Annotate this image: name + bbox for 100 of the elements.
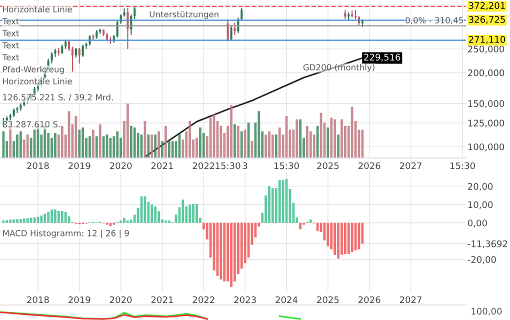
bar	[340, 119, 343, 158]
x-tick-label: 2024	[276, 296, 298, 304]
bar	[274, 134, 278, 158]
bar	[95, 136, 98, 158]
bar	[57, 210, 60, 223]
bar	[161, 141, 164, 158]
bar	[16, 134, 18, 158]
bar	[230, 105, 232, 158]
ref-line-label: 326,725	[469, 16, 505, 24]
bar	[40, 216, 43, 223]
annotation: Text	[2, 18, 19, 24]
bar	[182, 200, 184, 223]
annotation: Unterstützungen	[150, 10, 218, 20]
bar	[20, 218, 22, 223]
annotation: Horizontale Linie	[3, 78, 72, 84]
bar	[154, 134, 157, 158]
bar	[240, 131, 243, 158]
y-tick-label: -11,3692	[468, 240, 508, 248]
bar	[268, 186, 270, 223]
bar	[54, 210, 56, 223]
bar	[2, 220, 5, 223]
x-tick-label: 2022	[192, 162, 214, 170]
bar	[150, 134, 154, 158]
bar	[192, 204, 195, 223]
bar	[164, 220, 167, 223]
bar	[26, 134, 29, 158]
x-tick-label: 2018	[27, 296, 49, 304]
bar	[271, 188, 274, 223]
bar	[133, 127, 136, 158]
bar	[344, 222, 346, 254]
x-tick-label: 2020	[110, 162, 132, 170]
bar	[309, 220, 312, 223]
bar	[92, 130, 94, 158]
x-tick-label: 2027	[400, 296, 422, 304]
x-tick-label: 2027	[400, 162, 422, 170]
bar	[30, 218, 32, 223]
bar	[199, 127, 202, 158]
x-tick-label: 2022	[192, 296, 214, 304]
bar	[2, 131, 5, 158]
x-tick-label: 15:30	[450, 162, 475, 170]
annotation: Text	[2, 30, 19, 36]
bar	[234, 124, 236, 158]
bar	[334, 222, 336, 255]
x-tick-label: 2026	[358, 162, 380, 170]
bar	[12, 219, 16, 223]
bar	[258, 111, 260, 158]
bar	[102, 136, 105, 158]
bar	[44, 126, 46, 158]
data-label: 229,516	[364, 54, 400, 62]
bar	[236, 126, 240, 158]
bar	[168, 141, 170, 158]
annotation: MACD Histogramm: 12 | 26 | 9	[3, 230, 129, 238]
annotation: 126.575.221 S. / 39,2 Mrd.	[3, 94, 113, 102]
bar	[20, 131, 22, 158]
bar	[82, 127, 84, 158]
bar	[196, 204, 198, 223]
x-tick-label: 2021	[151, 162, 173, 170]
x-tick-label: 3	[242, 162, 248, 170]
annotation: GD200 (monthly)	[303, 64, 374, 72]
y-tick-label: -20,00	[468, 256, 496, 264]
bar	[98, 124, 102, 158]
ref-line-label: 271,110	[468, 36, 506, 44]
bar	[223, 222, 226, 282]
bar	[220, 222, 222, 280]
ref-line-label: 372,201	[469, 2, 505, 10]
bar	[171, 141, 174, 158]
bar	[88, 136, 91, 158]
y-tick-label: 125,000	[468, 120, 504, 128]
text: 100,00	[472, 308, 502, 316]
x-tick-label: 2025	[317, 162, 339, 170]
bar	[158, 131, 160, 158]
bar	[60, 126, 64, 158]
x-tick-label: 2023	[234, 296, 256, 304]
bar	[244, 130, 246, 158]
annotation: 0,0% - 310,45	[406, 17, 463, 24]
bar	[164, 126, 167, 158]
bar	[316, 222, 319, 232]
bar	[340, 222, 343, 255]
bar	[316, 126, 319, 158]
bar	[120, 220, 122, 223]
bar	[326, 222, 330, 246]
x-tick-label: 15:30	[274, 162, 299, 170]
bar	[60, 210, 64, 223]
bar	[334, 119, 336, 158]
bar	[64, 212, 67, 223]
bar	[188, 120, 192, 158]
annotation: 83.287.610 S.	[2, 121, 60, 128]
bar	[26, 218, 29, 223]
bar	[337, 134, 340, 158]
y-tick-label: 150,000	[468, 100, 504, 108]
bar	[196, 138, 198, 158]
annotation: Pfad-Werkzeug	[3, 66, 64, 74]
x-tick-label: 2021	[151, 296, 173, 304]
bar	[350, 222, 354, 252]
bar	[306, 126, 308, 158]
bar	[123, 218, 126, 223]
bar	[350, 106, 354, 158]
bar	[44, 214, 46, 223]
bar	[78, 130, 81, 158]
bar	[74, 116, 78, 158]
